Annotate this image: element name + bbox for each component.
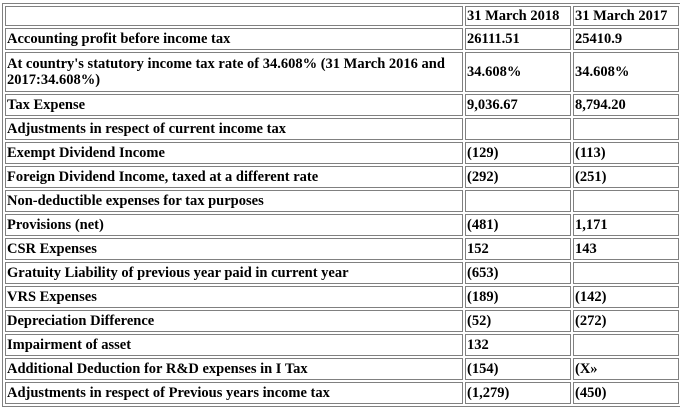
- table-row: Provisions (net) (481) 1,171: [5, 214, 679, 236]
- row-value-2017: (X»: [573, 358, 679, 380]
- row-label: Non-deductible expenses for tax purposes: [5, 190, 463, 212]
- row-value-2017: 1,171: [573, 214, 679, 236]
- table-row: Additional Deduction for R&D expenses in…: [5, 358, 679, 380]
- row-value-2018: (292): [465, 166, 571, 188]
- row-label: Exempt Dividend Income: [5, 142, 463, 164]
- row-label: CSR Expenses: [5, 238, 463, 260]
- table-row: Accounting profit before income tax 2611…: [5, 28, 679, 50]
- table-row: At country's statutory income tax rate o…: [5, 52, 679, 92]
- row-value-2018: (52): [465, 310, 571, 332]
- row-label: Adjustments in respect of Previous years…: [5, 382, 463, 404]
- row-value-2017: (450): [573, 382, 679, 404]
- row-value-2017: [573, 190, 679, 212]
- row-value-2018: 34.608%: [465, 52, 571, 92]
- table-row: VRS Expenses (189) (142): [5, 286, 679, 308]
- tax-reconciliation-table: 31 March 2018 31 March 2017 Accounting p…: [2, 3, 680, 407]
- row-value-2017: 34.608%: [573, 52, 679, 92]
- row-value-2017: 8,794.20: [573, 94, 679, 116]
- header-2018-cell: 31 March 2018: [465, 6, 571, 26]
- row-value-2018: 9,036.67: [465, 94, 571, 116]
- row-value-2017: (272): [573, 310, 679, 332]
- row-label: Foreign Dividend Income, taxed at a diff…: [5, 166, 463, 188]
- row-label: Gratuity Liability of previous year paid…: [5, 262, 463, 284]
- row-value-2018: 152: [465, 238, 571, 260]
- table-row: Impairment of asset 132: [5, 334, 679, 356]
- row-value-2017: [573, 334, 679, 356]
- row-value-2018: [465, 190, 571, 212]
- row-value-2018: (154): [465, 358, 571, 380]
- row-label: Accounting profit before income tax: [5, 28, 463, 50]
- row-value-2018: (653): [465, 262, 571, 284]
- row-label: At country's statutory income tax rate o…: [5, 52, 463, 92]
- header-label-cell: [5, 6, 463, 26]
- row-value-2017: (113): [573, 142, 679, 164]
- table-header-row: 31 March 2018 31 March 2017: [5, 6, 679, 26]
- table-row: Adjustments in respect of Previous years…: [5, 382, 679, 404]
- table-row: Exempt Dividend Income (129) (113): [5, 142, 679, 164]
- row-label: Adjustments in respect of current income…: [5, 118, 463, 140]
- row-value-2018: (189): [465, 286, 571, 308]
- table-row: Tax Expense 9,036.67 8,794.20: [5, 94, 679, 116]
- table-row: Non-deductible expenses for tax purposes: [5, 190, 679, 212]
- row-value-2017: 25410.9: [573, 28, 679, 50]
- row-value-2017: [573, 262, 679, 284]
- row-value-2018: 26111.51: [465, 28, 571, 50]
- header-2017-cell: 31 March 2017: [573, 6, 679, 26]
- row-value-2018: (481): [465, 214, 571, 236]
- row-value-2017: (251): [573, 166, 679, 188]
- row-label: Depreciation Difference: [5, 310, 463, 332]
- row-label: Impairment of asset: [5, 334, 463, 356]
- row-value-2018: 132: [465, 334, 571, 356]
- row-value-2018: (1,279): [465, 382, 571, 404]
- table-row: Gratuity Liability of previous year paid…: [5, 262, 679, 284]
- row-value-2017: [573, 118, 679, 140]
- row-label: Tax Expense: [5, 94, 463, 116]
- row-label: Additional Deduction for R&D expenses in…: [5, 358, 463, 380]
- row-label: Provisions (net): [5, 214, 463, 236]
- row-value-2017: (142): [573, 286, 679, 308]
- row-value-2017: 143: [573, 238, 679, 260]
- table-row: CSR Expenses 152 143: [5, 238, 679, 260]
- table-row: Foreign Dividend Income, taxed at a diff…: [5, 166, 679, 188]
- row-value-2018: (129): [465, 142, 571, 164]
- row-value-2018: [465, 118, 571, 140]
- row-label: VRS Expenses: [5, 286, 463, 308]
- table-row: Adjustments in respect of current income…: [5, 118, 679, 140]
- table-row: Depreciation Difference (52) (272): [5, 310, 679, 332]
